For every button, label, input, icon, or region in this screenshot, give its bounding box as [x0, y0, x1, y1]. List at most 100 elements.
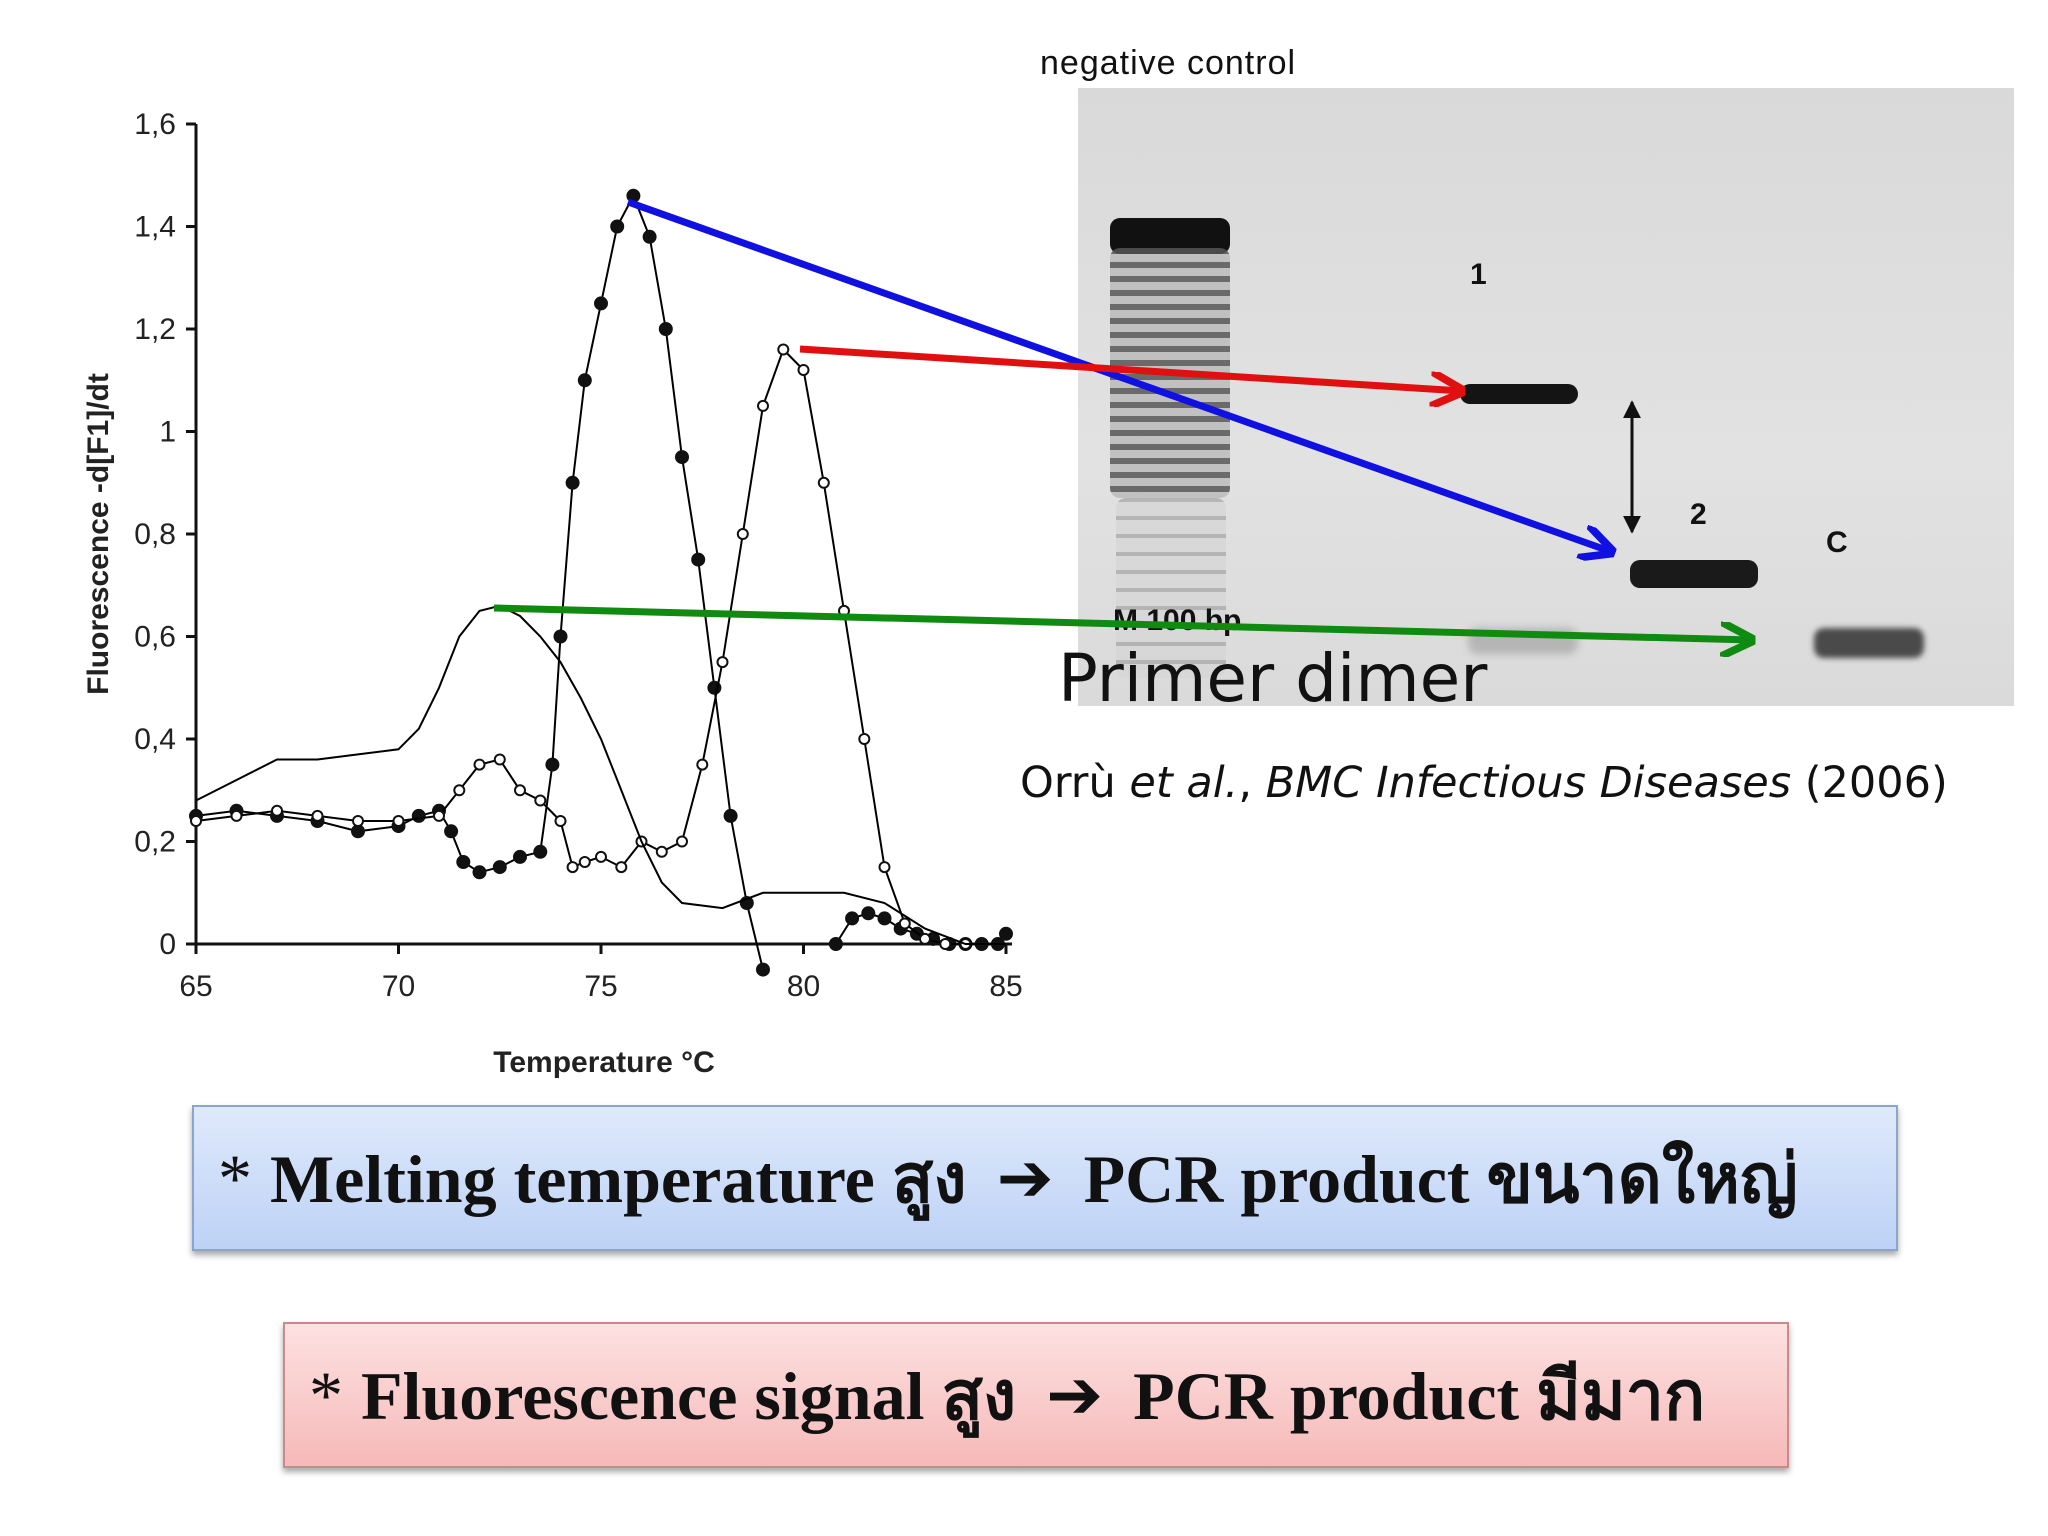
right-arrow-icon: ➔: [996, 1138, 1054, 1218]
data-point: [898, 917, 911, 930]
data-point: [595, 850, 607, 863]
data-point: [190, 815, 202, 827]
data-point: [817, 476, 830, 489]
right-arrow-icon: ➔: [1046, 1355, 1104, 1435]
y-tick-label: 0,8: [134, 518, 176, 551]
data-point: [311, 809, 324, 822]
series-line: [195, 347, 966, 945]
gel-header: negative control: [1040, 44, 1297, 82]
data-point: [610, 219, 625, 234]
data-point: [472, 865, 487, 880]
data-point: [577, 373, 592, 388]
y-tick-label: 1,6: [134, 108, 176, 141]
band-c: [1814, 628, 1924, 658]
banner-2-right-text: PCR product มีมาก: [1133, 1358, 1706, 1434]
data-point: [594, 296, 608, 311]
data-point: [675, 450, 689, 465]
banner-2-bullet: *: [309, 1356, 343, 1433]
data-point: [658, 322, 673, 336]
chart-axes: 0 0,2 0,4 0,6 0,8 1 1,2 1,4 1,6 65 70 75 80 85 Tempe…: [82, 108, 1023, 1079]
data-point: [676, 835, 688, 848]
y-tick-label: 1,2: [134, 313, 176, 346]
data-point: [777, 343, 790, 356]
fluorescence-signal-banner: * Fluorescence signal สูง ➔ PCR product …: [283, 1322, 1789, 1468]
x-tick-label: 70: [382, 970, 415, 1003]
lane-c-label: C: [1826, 526, 1848, 559]
series-line: [195, 604, 1006, 945]
y-tick-label: 0,4: [134, 723, 176, 756]
data-point: [877, 911, 892, 926]
data-point: [655, 845, 668, 858]
data-point: [534, 794, 547, 807]
data-point: [861, 906, 876, 921]
data-point: [453, 784, 466, 797]
data-point: [554, 815, 567, 827]
data-point: [723, 808, 738, 823]
data-point: [691, 552, 706, 567]
data-point: [757, 399, 769, 412]
gel-image: M 100 bp 1 2 C: [1078, 88, 2014, 706]
data-point: [999, 926, 1013, 941]
data-point: [456, 855, 471, 869]
data-point: [642, 229, 657, 244]
citation-etal: et al.: [1129, 758, 1239, 808]
data-point: [492, 860, 507, 875]
data-point: [351, 824, 365, 839]
data-point: [230, 809, 243, 822]
banner-1-left-text: Melting temperature สูง: [270, 1141, 967, 1217]
data-point: [473, 758, 486, 771]
data-point: [392, 815, 405, 827]
red-arrow: [799, 345, 1462, 391]
y-tick-label: 0,2: [134, 826, 176, 859]
series-2: [190, 343, 972, 950]
data-point: [615, 861, 628, 874]
data-point: [566, 861, 579, 874]
melting-temperature-banner: * Melting temperature สูง ➔ PCR product …: [192, 1105, 1898, 1251]
y-tick-label: 0,6: [134, 621, 176, 654]
data-point: [878, 861, 891, 874]
citation-separator: ,: [1238, 758, 1266, 808]
data-point: [433, 809, 445, 822]
data-point: [578, 856, 591, 868]
y-axis-title: Fluorescence -d[F1]/dt: [82, 373, 115, 695]
series-0: [189, 188, 770, 977]
x-axis-title: Temperature °C: [493, 1046, 715, 1079]
data-point: [533, 844, 548, 859]
x-tick-label: 80: [787, 970, 820, 1003]
data-point: [352, 815, 364, 827]
y-tick-label: 1,4: [134, 211, 176, 244]
citation-year: (2006): [1791, 758, 1948, 808]
data-point: [797, 364, 810, 376]
data-point: [696, 758, 709, 771]
series-3: [195, 604, 1006, 945]
lane-2-label: 2: [1690, 498, 1707, 531]
lane-1-label: 1: [1470, 258, 1487, 291]
data-point: [565, 475, 580, 490]
data-point: [828, 937, 843, 951]
data-point: [736, 528, 749, 540]
x-tick-label: 75: [584, 970, 617, 1003]
data-point: [553, 629, 568, 644]
banner-1-right-text: PCR product ขนาดใหญ่: [1083, 1141, 1798, 1217]
melting-curve-chart: 0 0,2 0,4 0,6 0,8 1 1,2 1,4 1,6 65 70 75 80 85 Tempe…: [82, 108, 2048, 1079]
data-point: [919, 932, 931, 945]
data-point: [716, 656, 729, 669]
banner-1-bullet: *: [218, 1139, 252, 1216]
x-tick-label: 65: [179, 970, 212, 1003]
citation-authors: Orrù: [1020, 758, 1130, 808]
citation-journal: BMC Infectious Diseases: [1265, 758, 1792, 808]
y-tick-label: 0: [159, 928, 176, 961]
data-point: [845, 911, 860, 926]
data-point: [756, 962, 770, 977]
data-point: [514, 784, 526, 797]
x-tick-label: 85: [989, 970, 1022, 1003]
ladder-faint: [1116, 498, 1226, 678]
data-point: [858, 733, 871, 745]
data-point: [493, 753, 506, 766]
data-point: [939, 938, 952, 950]
data-point: [444, 824, 459, 839]
ladder-label: M 100 bp: [1113, 604, 1242, 637]
banner-2-left-text: Fluorescence signal สูง: [361, 1358, 1017, 1434]
primer-dimer-label: Primer dimer: [1058, 640, 1488, 717]
series-line: [195, 193, 764, 970]
